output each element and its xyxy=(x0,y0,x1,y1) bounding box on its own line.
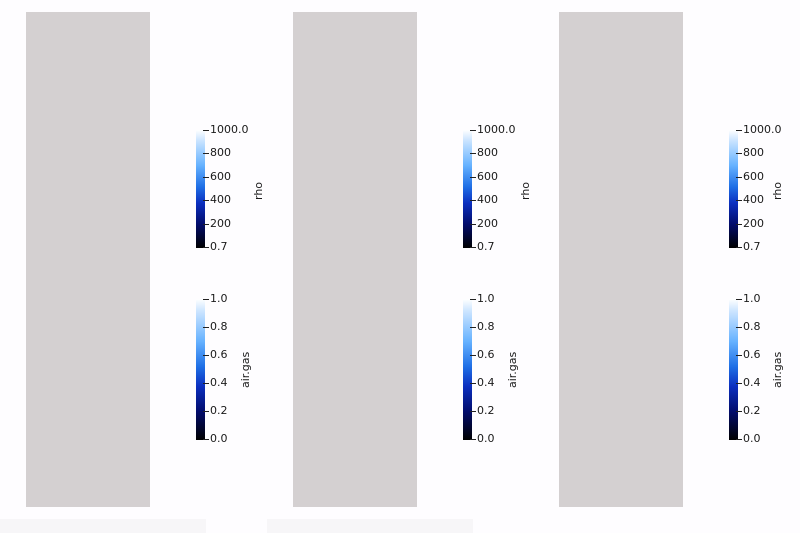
air-gas-tick-label: 0.8 xyxy=(210,320,228,333)
rho-tick-mark xyxy=(203,153,209,154)
rho-tick-mark xyxy=(470,247,476,248)
rho-tick-label: 0.7 xyxy=(210,240,228,253)
rho-tick-label: 400 xyxy=(477,193,498,206)
air-gas-tick-label: 0.6 xyxy=(743,348,761,361)
rho-tick-mark xyxy=(736,153,742,154)
rho-tick-label: 0.7 xyxy=(477,240,495,253)
domain-surface xyxy=(26,12,150,507)
air-gas-tick-mark xyxy=(470,355,476,356)
air-gas-tick-mark xyxy=(470,299,476,300)
air-gas-tick-label: 1.0 xyxy=(210,292,228,305)
render-viewport-1[interactable]: 1000.0 800 600 400 200 0.7 rho 1.0 0.8 0… xyxy=(0,0,266,533)
rho-tick-mark xyxy=(470,224,476,225)
rho-tick-mark xyxy=(470,130,476,131)
air-gas-tick-mark xyxy=(470,439,476,440)
rho-colorbar-title: rho xyxy=(252,181,265,200)
air-gas-tick-label: 0.0 xyxy=(743,432,761,445)
rho-tick-mark xyxy=(203,224,209,225)
rho-color-bar xyxy=(463,130,472,248)
air-gas-tick-mark xyxy=(736,411,742,412)
air-gas-tick-mark xyxy=(470,327,476,328)
air-gas-tick-label: 0.2 xyxy=(210,404,228,417)
air-gas-tick-mark xyxy=(736,299,742,300)
rho-tick-label: 800 xyxy=(477,146,498,159)
air-gas-tick-mark xyxy=(203,439,209,440)
air-gas-tick-label: 0.0 xyxy=(477,432,495,445)
air-gas-tick-label: 0.2 xyxy=(477,404,495,417)
air-gas-tick-mark xyxy=(203,355,209,356)
air-gas-tick-mark xyxy=(203,411,209,412)
rho-tick-mark xyxy=(470,177,476,178)
rho-tick-label: 1000.0 xyxy=(743,123,782,136)
air-gas-tick-label: 0.0 xyxy=(210,432,228,445)
rho-color-bar xyxy=(196,130,205,248)
air-gas-tick-mark xyxy=(470,411,476,412)
air-gas-color-bar xyxy=(196,299,205,440)
rho-tick-mark xyxy=(470,200,476,201)
air-gas-colorbar-title: air.gas xyxy=(506,351,519,388)
rho-tick-label: 400 xyxy=(743,193,764,206)
rho-tick-label: 200 xyxy=(743,217,764,230)
rho-tick-label: 800 xyxy=(743,146,764,159)
air-gas-tick-mark xyxy=(736,355,742,356)
rho-color-bar xyxy=(729,130,738,248)
rho-tick-label: 200 xyxy=(210,217,231,230)
rho-tick-mark xyxy=(736,130,742,131)
air-gas-tick-label: 1.0 xyxy=(743,292,761,305)
air-gas-colorbar-title: air.gas xyxy=(771,351,784,388)
air-gas-color-bar xyxy=(729,299,738,440)
domain-surface xyxy=(559,12,683,507)
rho-tick-mark xyxy=(203,130,209,131)
air-gas-tick-label: 0.4 xyxy=(210,376,228,389)
rho-tick-mark xyxy=(203,247,209,248)
air-gas-tick-label: 0.8 xyxy=(477,320,495,333)
rho-tick-label: 200 xyxy=(477,217,498,230)
air-gas-tick-mark xyxy=(203,299,209,300)
viewport-footer-strip xyxy=(0,519,206,533)
rho-colorbar-title: rho xyxy=(771,181,784,200)
air-gas-tick-mark xyxy=(203,327,209,328)
rho-tick-label: 400 xyxy=(210,193,231,206)
rho-tick-mark xyxy=(470,153,476,154)
rho-colorbar-title: rho xyxy=(519,181,532,200)
rho-tick-mark xyxy=(203,177,209,178)
air-gas-tick-label: 0.4 xyxy=(743,376,761,389)
air-gas-tick-mark xyxy=(736,383,742,384)
air-gas-tick-mark xyxy=(470,383,476,384)
rho-tick-label: 800 xyxy=(210,146,231,159)
rho-tick-label: 1000.0 xyxy=(477,123,516,136)
rho-tick-mark xyxy=(736,224,742,225)
rho-tick-label: 600 xyxy=(477,170,498,183)
air-gas-tick-label: 0.8 xyxy=(743,320,761,333)
rho-tick-mark xyxy=(736,200,742,201)
rho-tick-label: 1000.0 xyxy=(210,123,249,136)
air-gas-tick-label: 1.0 xyxy=(477,292,495,305)
rho-tick-mark xyxy=(203,200,209,201)
rho-tick-mark xyxy=(736,177,742,178)
air-gas-tick-mark xyxy=(736,439,742,440)
air-gas-color-bar xyxy=(463,299,472,440)
air-gas-tick-label: 0.6 xyxy=(477,348,495,361)
air-gas-colorbar-title: air.gas xyxy=(239,351,252,388)
viewport-footer-strip xyxy=(267,519,473,533)
domain-surface xyxy=(293,12,417,507)
rho-tick-label: 0.7 xyxy=(743,240,761,253)
air-gas-tick-label: 0.2 xyxy=(743,404,761,417)
rho-tick-label: 600 xyxy=(210,170,231,183)
render-viewport-3[interactable]: 1000.0 800 600 400 200 0.7 rho 1.0 0.8 0… xyxy=(533,0,799,533)
air-gas-tick-mark xyxy=(736,327,742,328)
air-gas-tick-label: 0.6 xyxy=(210,348,228,361)
air-gas-tick-mark xyxy=(203,383,209,384)
rho-tick-mark xyxy=(736,247,742,248)
render-viewport-2[interactable]: 1000.0 800 600 400 200 0.7 rho 1.0 0.8 0… xyxy=(267,0,533,533)
rho-tick-label: 600 xyxy=(743,170,764,183)
air-gas-tick-label: 0.4 xyxy=(477,376,495,389)
